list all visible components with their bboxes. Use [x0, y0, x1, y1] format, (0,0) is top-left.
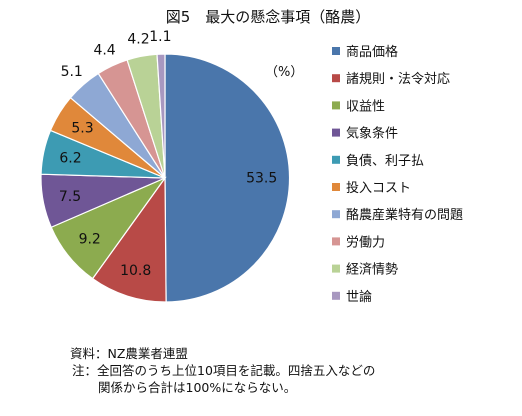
legend-label-3: 収益性: [346, 99, 385, 114]
legend: 商品価格諸規則・法令対応収益性気象条件負債、利子払投入コスト酪農産業特有の問題労…: [332, 44, 463, 305]
data-label-4: 7.5: [59, 189, 81, 205]
legend-swatch-2: [332, 74, 340, 83]
data-label-9: 4.2: [127, 32, 149, 48]
legend-swatch-10: [332, 291, 340, 300]
data-label-5: 6.2: [59, 151, 81, 167]
footnote-line-2: 関係から合計は100%にならない。: [98, 380, 297, 395]
legend-label-7: 酪農産業特有の問題: [346, 207, 463, 223]
data-label-10: 1.1: [149, 29, 171, 45]
data-label-1: 53.5: [246, 171, 277, 187]
legend-label-9: 経済情勢: [346, 262, 398, 278]
legend-swatch-5: [332, 155, 340, 164]
data-label-3: 9.2: [79, 232, 101, 248]
pie-slice-2: [91, 176, 167, 303]
legend-label-8: 労働力: [346, 235, 385, 250]
data-labels: 53.5 10.8 9.2 7.5 6.2 5.3 5.1 4.4 4.2 1.1: [59, 29, 277, 279]
legend-label-1: 商品価格: [346, 44, 398, 60]
legend-label-10: 世論: [346, 289, 372, 305]
legend-label-4: 気象条件: [346, 126, 398, 142]
pie-slice-10: [156, 53, 166, 179]
pie-slices: [40, 53, 291, 303]
chart-notes: 資料：NZ農業者連盟 注：全回答のうち上位10項目を記載。四捨五入などの 関係か…: [70, 345, 375, 396]
legend-swatch-1: [332, 47, 340, 55]
legend-label-6: 投入コスト: [346, 180, 411, 196]
data-label-7: 5.1: [61, 64, 83, 80]
pie-slice-1: [164, 53, 291, 303]
legend-swatch-3: [332, 101, 340, 110]
data-label-8: 4.4: [93, 43, 115, 59]
legend-swatch-9: [332, 264, 340, 273]
footnote-line-1: 注：全回答のうち上位10項目を記載。四捨五入などの: [72, 363, 376, 378]
source-note: 資料：NZ農業者連盟: [70, 346, 188, 361]
legend-label-2: 諸規則・法令対応: [346, 71, 450, 87]
unit-label: （%）: [265, 65, 303, 80]
legend-swatch-4: [332, 128, 340, 137]
data-label-6: 5.3: [71, 121, 93, 137]
legend-label-5: 負債、利子払: [346, 154, 424, 169]
legend-swatch-8: [332, 237, 340, 246]
chart-title: 図5 最大の懸念事項（酪農）: [166, 8, 371, 26]
legend-swatch-6: [332, 183, 340, 191]
data-label-2: 10.8: [120, 263, 151, 279]
legend-swatch-7: [332, 210, 340, 219]
